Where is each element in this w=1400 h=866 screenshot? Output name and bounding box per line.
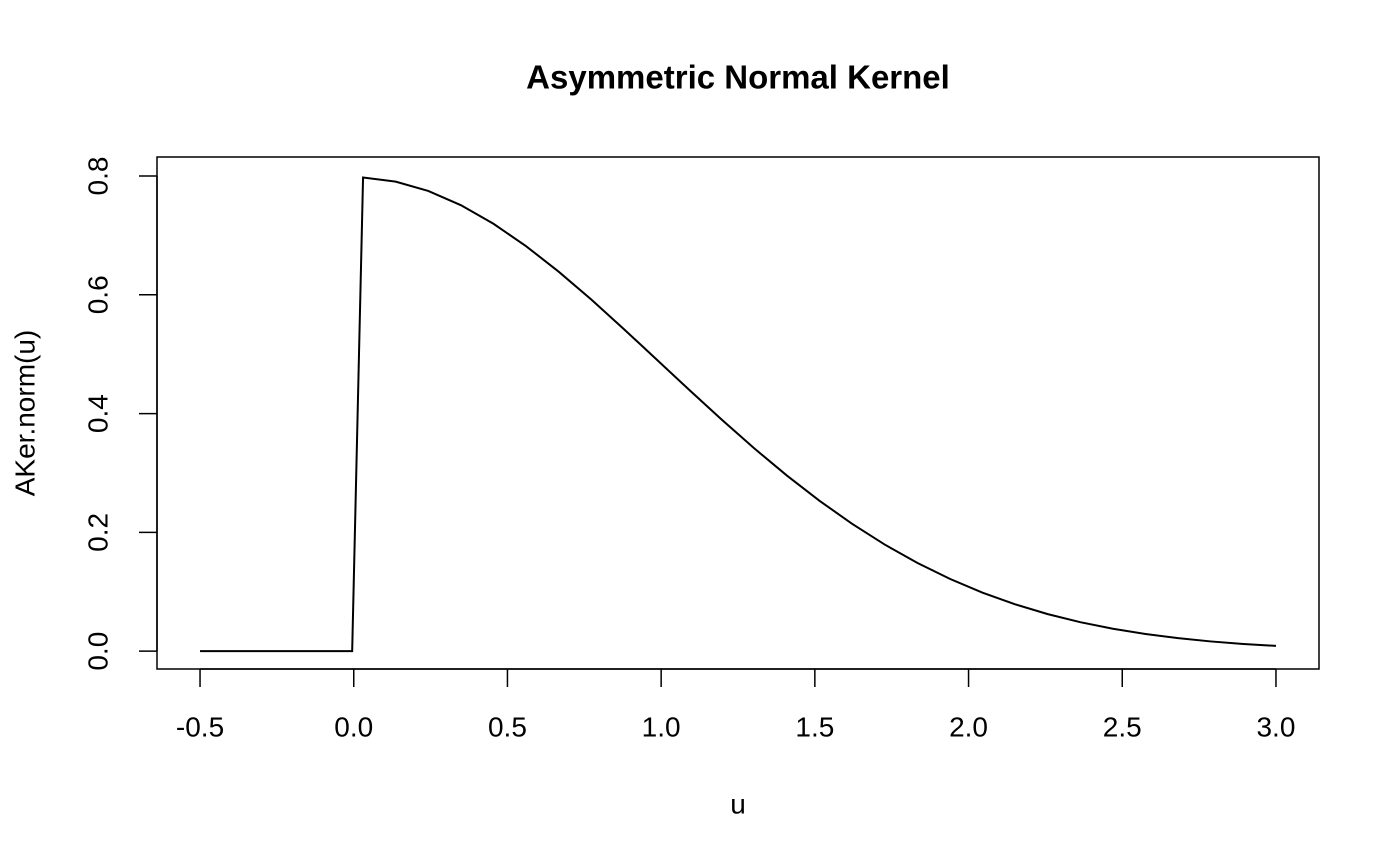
y-tick-label: 0.2 [82, 513, 113, 552]
y-tick-label: 0.0 [82, 632, 113, 671]
x-tick-label: 1.0 [642, 711, 681, 742]
data-line [200, 176, 1277, 653]
x-tick-label: 2.0 [949, 711, 988, 742]
chart-title: Asymmetric Normal Kernel [526, 59, 950, 96]
y-tick-label: 0.4 [82, 394, 113, 433]
x-tick-label: 2.5 [1103, 711, 1142, 742]
y-tick-label: 0.6 [82, 275, 113, 314]
y-tick-label: 0.8 [82, 157, 113, 196]
x-tick-label: 3.0 [1256, 711, 1295, 742]
x-tick-label: 0.5 [488, 711, 527, 742]
x-tick-label: -0.5 [176, 711, 224, 742]
plot-frame [156, 156, 1320, 670]
x-tick-label: 0.0 [334, 711, 373, 742]
x-axis-label: u [730, 788, 746, 819]
y-axis-label: AKer.norm(u) [9, 330, 40, 497]
x-tick-label: 1.5 [795, 711, 834, 742]
